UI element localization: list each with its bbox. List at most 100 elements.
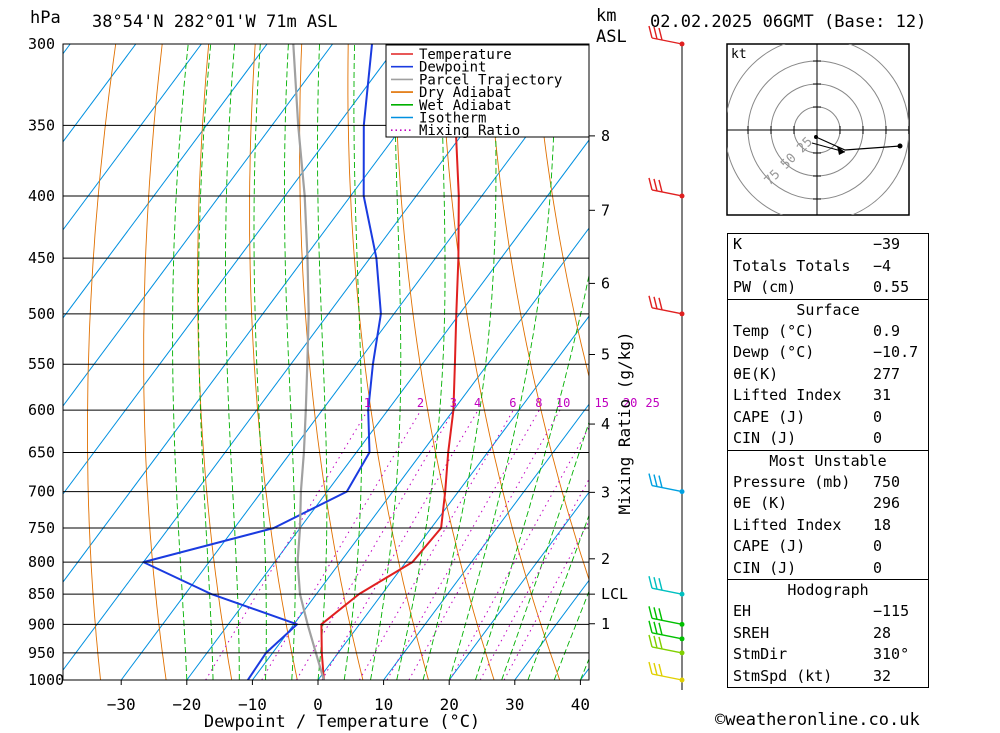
wet-adiabat-line xyxy=(284,44,296,680)
isotherm-line xyxy=(186,139,589,680)
dry-adiabat-line xyxy=(394,44,495,680)
isotherm-line xyxy=(63,44,530,671)
legend-box xyxy=(385,44,590,138)
indices-row: StmDir 310° xyxy=(728,644,928,666)
isotherm-line xyxy=(120,51,589,680)
pressure-tick-label: 450 xyxy=(28,249,55,267)
index-value: 0.9 xyxy=(873,321,901,340)
mixing-ratio-line xyxy=(449,426,589,680)
km-tick-label: 2 xyxy=(601,550,610,568)
pressure-tick-label: 300 xyxy=(28,35,55,53)
index-value: 0 xyxy=(873,407,883,426)
wet-adiabat-line xyxy=(474,273,589,680)
index-name: Temp (°C) xyxy=(733,321,815,340)
axes-labels: 1 2 3 4 6 8 10 15 20 2530035040045050055060065070… xyxy=(28,35,660,732)
datetime-title: 02.02.2025 06GMT (Base: 12) xyxy=(650,12,927,32)
indices-row: CAPE (J) 0 xyxy=(728,407,928,429)
x-tick-label: 0 xyxy=(313,695,323,714)
index-value: 277 xyxy=(873,364,901,383)
dry-adiabat-line xyxy=(347,44,429,680)
hodograph-unit-label: kt xyxy=(731,47,747,62)
storm-motion-arrowhead xyxy=(837,146,845,155)
km-tick-label: 8 xyxy=(601,127,610,145)
wind-barb-icon xyxy=(648,575,683,595)
index-value: 0 xyxy=(873,429,883,447)
km-tick-label: 4 xyxy=(601,415,610,433)
index-value: −4 xyxy=(873,256,892,275)
mixing-ratio-tick-label: 25 xyxy=(645,396,659,410)
x-axis-title: Dewpoint / Temperature (°C) xyxy=(204,712,480,732)
credit-link[interactable]: ©weatheronline.co.uk xyxy=(715,710,920,730)
indices-row: Totals Totals −4 xyxy=(728,256,928,278)
dry-adiabat-line xyxy=(87,44,117,680)
wind-barb-feather xyxy=(658,622,663,635)
dry-adiabat-line xyxy=(299,44,364,680)
indices-row: Dewp (°C) −10.7 xyxy=(728,342,928,364)
asl-unit-label: ASL xyxy=(596,27,627,47)
mixing-ratio-tick-label: 10 xyxy=(556,396,570,410)
indices-row: EH −115 xyxy=(728,601,928,623)
pressure-tick-label: 900 xyxy=(28,615,55,633)
indices-row: θE(K) 277 xyxy=(728,364,928,386)
isotherm-line xyxy=(63,44,465,583)
wind-barb-icon xyxy=(648,661,683,681)
wind-barb-feather xyxy=(648,295,653,309)
wind-barb-feather xyxy=(653,635,658,649)
wind-barb-feather xyxy=(653,474,658,487)
wind-barb-feather xyxy=(658,636,663,650)
mixing-ratio-line xyxy=(296,409,455,680)
pressure-tick-label: 350 xyxy=(28,116,55,134)
pressure-tick-label: 950 xyxy=(28,644,55,662)
index-name: θE(K) xyxy=(733,364,779,383)
indices-row: Pressure (mb) 750 xyxy=(728,472,928,494)
indices-row: Lifted Index 31 xyxy=(728,385,928,407)
isotherm-line xyxy=(0,44,5,680)
wet-adiabat-line xyxy=(422,44,497,680)
surface-section-title: Surface xyxy=(728,298,928,321)
index-value: 296 xyxy=(873,494,901,512)
series-line-temperature xyxy=(320,44,460,680)
wind-barb-feather xyxy=(648,575,653,589)
index-name: Dewp (°C) xyxy=(733,343,815,361)
indices-row: StmSpd (kt) 32 xyxy=(728,666,928,688)
series-line-parcel-trajectory xyxy=(292,44,325,680)
wind-barb-feather xyxy=(653,576,658,590)
wind-barb-icon xyxy=(648,177,683,197)
pressure-tick-label: 800 xyxy=(28,553,55,571)
wet-adiabat-line xyxy=(396,44,446,680)
index-value: 0 xyxy=(873,537,883,555)
mixing-ratio-line xyxy=(358,409,514,680)
pressure-tick-label: 600 xyxy=(28,401,55,419)
legend-label: Mixing Ratio xyxy=(419,123,520,139)
index-name: Pressure (mb) xyxy=(733,472,851,491)
isotherm-line xyxy=(317,315,589,680)
x-tick-label: 40 xyxy=(571,695,590,714)
pressure-tick-label: 550 xyxy=(28,355,55,373)
wind-barb-feather xyxy=(648,661,653,675)
mixing-ratio-tick-label: 15 xyxy=(595,396,609,410)
isotherm-line xyxy=(63,44,268,319)
indices-row: K −39 xyxy=(728,234,928,256)
location-title: 38°54'N 282°01'W 71m ASL xyxy=(92,12,338,32)
mixing-ratio-tick-label: 2 xyxy=(417,396,424,410)
legend-label: Isotherm xyxy=(419,111,486,127)
index-value: 0 xyxy=(873,558,883,577)
indices-table: K −39 Totals Totals −4 PW (cm) 0.55 Surface T… xyxy=(727,233,929,688)
index-name: Totals Totals xyxy=(733,256,851,275)
index-value: 750 xyxy=(873,472,901,491)
index-name: CIN (J) xyxy=(733,429,797,447)
wind-barb-feather xyxy=(658,297,663,311)
index-name: StmDir xyxy=(733,645,788,663)
x-tick-label: −30 xyxy=(107,695,136,714)
km-unit-label: km xyxy=(596,6,617,26)
wind-barb-feather xyxy=(648,634,653,648)
km-tick-label: 6 xyxy=(601,274,610,292)
wet-adiabat-line xyxy=(501,420,589,680)
wind-barb-icon xyxy=(648,473,683,493)
pressure-tick-label: 750 xyxy=(28,519,55,537)
hodograph-top-point xyxy=(897,143,903,149)
most-unstable-section-title: Most Unstable xyxy=(728,449,928,472)
sounding-series xyxy=(142,44,460,680)
